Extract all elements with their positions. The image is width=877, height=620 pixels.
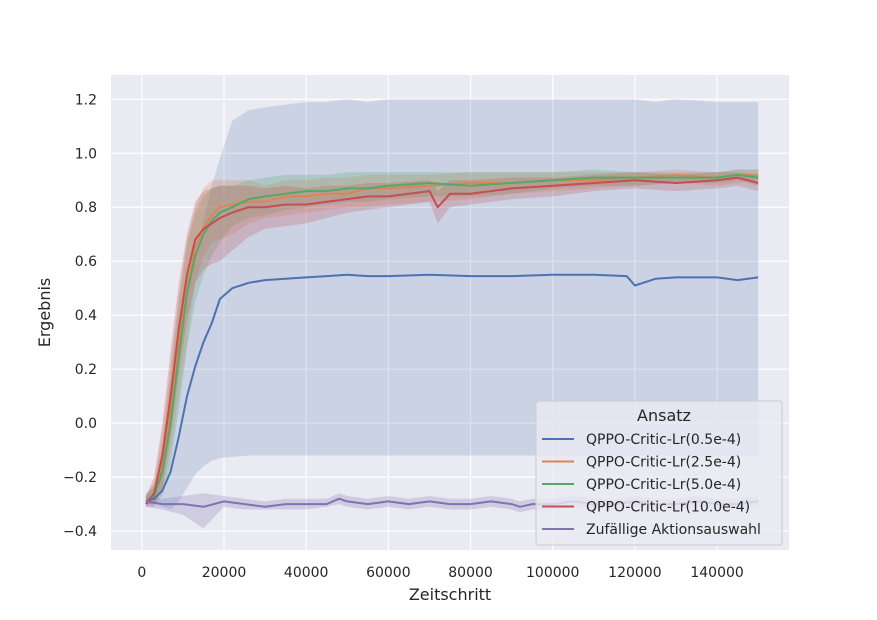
y-tick-label: 0.2 bbox=[75, 362, 97, 378]
confidence-band-4 bbox=[145, 172, 759, 507]
x-tick-label: 60000 bbox=[366, 565, 411, 581]
legend-label: QPPO-Critic-Lr(0.5e-4) bbox=[586, 432, 741, 448]
y-tick-labels: −0.4 −0.2 0.0 0.2 0.4 0.6 0.8 1.0 1.2 bbox=[63, 92, 97, 540]
series-lines bbox=[145, 173, 759, 508]
confidence-band-3 bbox=[145, 169, 759, 505]
legend: Ansatz QPPO-Critic-Lr(0.5e-4)QPPO-Critic… bbox=[535, 400, 783, 546]
y-tick-label: 0.8 bbox=[75, 200, 97, 216]
y-tick-label: 0.4 bbox=[75, 308, 97, 324]
y-tick-label: −0.4 bbox=[63, 524, 97, 540]
y-tick-label: 0.0 bbox=[75, 416, 97, 432]
series-line-4 bbox=[145, 176, 759, 505]
series-line-2 bbox=[145, 173, 759, 503]
confidence-band-2 bbox=[145, 169, 759, 505]
x-tick-label: 100000 bbox=[526, 565, 579, 581]
legend-label: QPPO-Critic-Lr(10.0e-4) bbox=[586, 500, 750, 516]
x-axis-label: Zeitschritt bbox=[409, 585, 491, 604]
y-tick-label: 1.0 bbox=[75, 146, 97, 162]
legend-items: QPPO-Critic-Lr(0.5e-4) QPPO-Critic-Lr(2.5… bbox=[542, 432, 761, 538]
x-tick-label: 0 bbox=[137, 565, 146, 581]
legend-label: Zufällige Aktionsauswahl bbox=[586, 522, 761, 538]
series-line-3 bbox=[145, 173, 759, 503]
x-tick-label: 20000 bbox=[202, 565, 247, 581]
y-tick-label: −0.2 bbox=[63, 470, 97, 486]
y-tick-label: 1.2 bbox=[75, 92, 97, 108]
x-tick-label: 80000 bbox=[448, 565, 493, 581]
legend-box bbox=[535, 400, 783, 546]
x-tick-label: 40000 bbox=[284, 565, 329, 581]
series-line-1 bbox=[145, 273, 759, 503]
x-tick-labels: 0 20000 40000 60000 80000 100000 120000 140000 bbox=[137, 565, 743, 581]
x-tick-label: 140000 bbox=[690, 565, 743, 581]
legend-title: Ansatz bbox=[637, 406, 691, 425]
x-tick-label: 120000 bbox=[608, 565, 661, 581]
legend-label: QPPO-Critic-Lr(5.0e-4) bbox=[586, 477, 741, 493]
y-axis-label: Ergebnis bbox=[35, 278, 54, 347]
legend-label: QPPO-Critic-Lr(2.5e-4) bbox=[586, 455, 741, 471]
y-tick-label: 0.6 bbox=[75, 254, 97, 270]
